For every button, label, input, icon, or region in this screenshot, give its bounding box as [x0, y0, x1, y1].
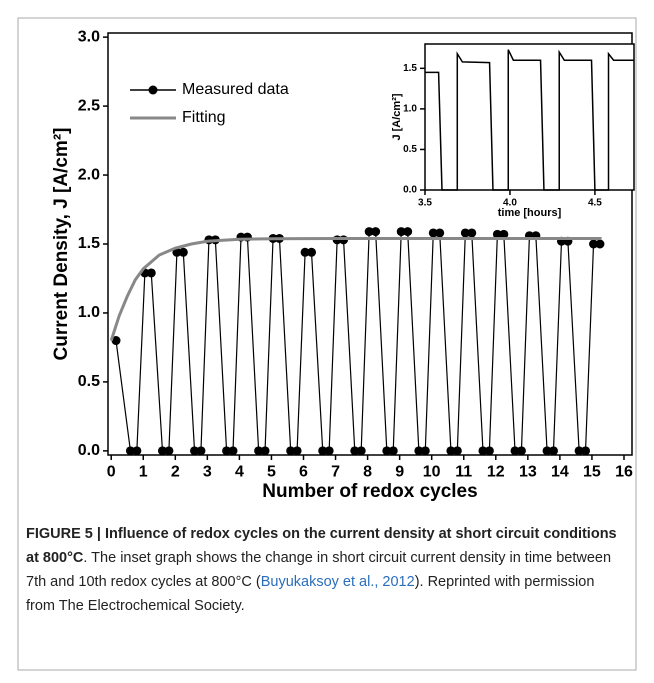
data-point — [467, 228, 477, 238]
inset-background — [425, 44, 634, 190]
data-point — [581, 446, 591, 456]
data-point — [324, 446, 334, 456]
data-point — [499, 229, 509, 239]
data-point — [371, 227, 381, 237]
data-point — [428, 228, 438, 238]
y-axis-label: Current Density, J [A/cm²] — [51, 128, 72, 361]
series-line — [109, 236, 602, 341]
data-point — [164, 446, 174, 456]
legend-label: Fitting — [182, 109, 226, 126]
data-point — [420, 446, 430, 456]
data-point — [595, 239, 605, 249]
data-point — [307, 247, 317, 257]
x-tick-label: 11 — [455, 463, 472, 480]
data-point — [222, 446, 232, 456]
y-tick-label: 1.5 — [78, 235, 100, 252]
data-point — [542, 446, 552, 456]
y-tick-label: 2.5 — [78, 97, 100, 114]
x-tick-label: 0 — [107, 463, 116, 480]
x-tick-label: 3 — [203, 463, 212, 480]
x-tick-label: 15 — [583, 463, 601, 480]
series-line — [425, 49, 634, 191]
data-point — [388, 446, 398, 456]
data-point — [157, 446, 167, 456]
y-tick-label: 0.5 — [78, 373, 100, 390]
data-point — [403, 227, 413, 237]
data-point — [286, 446, 296, 456]
caption: FIGURE 5 | Influence of redox cycles on … — [26, 522, 626, 618]
caption-label: FIGURE 5 | Influence of redox cycles on … — [26, 526, 617, 566]
data-point — [350, 446, 360, 456]
legend-marker — [148, 85, 158, 95]
data-point — [452, 446, 462, 456]
citation: Buyukaksoy et al., 2012 — [260, 574, 415, 590]
y-tick-label: 1.0 — [78, 304, 100, 321]
data-point — [196, 446, 206, 456]
x-tick-label: 13 — [519, 463, 537, 480]
x-tick-label: 4 — [235, 463, 244, 480]
data-point — [111, 336, 121, 346]
data-point — [132, 446, 142, 456]
data-point — [190, 446, 200, 456]
data-point — [510, 446, 520, 456]
data-point — [446, 446, 456, 456]
data-point — [516, 446, 526, 456]
data-point — [382, 446, 392, 456]
y-tick-label: 0.5 — [403, 144, 417, 155]
data-point — [364, 227, 374, 237]
y-tick-label: 1.0 — [403, 104, 417, 115]
x-tick-label: 8 — [363, 463, 372, 480]
y-axis-label: J [A/cm²] — [391, 93, 403, 140]
x-tick-label: 1 — [139, 463, 148, 480]
data-point — [589, 239, 599, 249]
data-point — [414, 446, 424, 456]
x-tick-label: 12 — [487, 463, 505, 480]
x-tick-label: 9 — [395, 463, 404, 480]
x-tick-label: 3.5 — [418, 198, 432, 209]
x-tick-label: 14 — [551, 463, 569, 480]
x-axis-label: Number of redox cycles — [262, 481, 477, 502]
y-tick-label: 3.0 — [78, 28, 100, 45]
caption-text: ). Reprinted with permission from The El… — [26, 574, 595, 614]
data-point — [254, 446, 264, 456]
x-tick-label: 7 — [331, 463, 340, 480]
data-point — [260, 446, 270, 456]
legend-label: Measured data — [182, 81, 289, 98]
data-point — [300, 247, 310, 257]
caption-text: . The inset graph shows the change in sh… — [26, 550, 612, 590]
y-tick-label: 0.0 — [403, 185, 417, 196]
y-tick-label: 0.0 — [78, 442, 100, 459]
x-axis-label: time [hours] — [498, 207, 562, 219]
data-point — [548, 446, 558, 456]
data-point — [125, 446, 135, 456]
data-point — [228, 446, 238, 456]
data-point — [318, 446, 328, 456]
data-point — [484, 446, 494, 456]
y-tick-label: 2.0 — [78, 166, 100, 183]
x-tick-label: 10 — [423, 463, 441, 480]
data-point — [146, 268, 156, 278]
data-point — [435, 228, 445, 238]
x-tick-label: 2 — [171, 463, 180, 480]
y-tick-label: 1.5 — [403, 63, 417, 74]
data-point — [492, 229, 502, 239]
data-point — [292, 446, 302, 456]
x-tick-label: 16 — [615, 463, 633, 480]
data-point — [478, 446, 488, 456]
plot-frame — [424, 43, 635, 191]
series-line — [115, 230, 600, 452]
x-tick-label: 5 — [267, 463, 276, 480]
x-tick-label: 4.0 — [503, 198, 517, 209]
data-point — [356, 446, 366, 456]
data-point — [460, 228, 470, 238]
x-tick-label: 4.5 — [588, 198, 602, 209]
data-point — [396, 227, 406, 237]
x-tick-label: 6 — [299, 463, 308, 480]
figure-border — [17, 17, 637, 671]
data-point — [574, 446, 584, 456]
data-point — [178, 247, 188, 257]
